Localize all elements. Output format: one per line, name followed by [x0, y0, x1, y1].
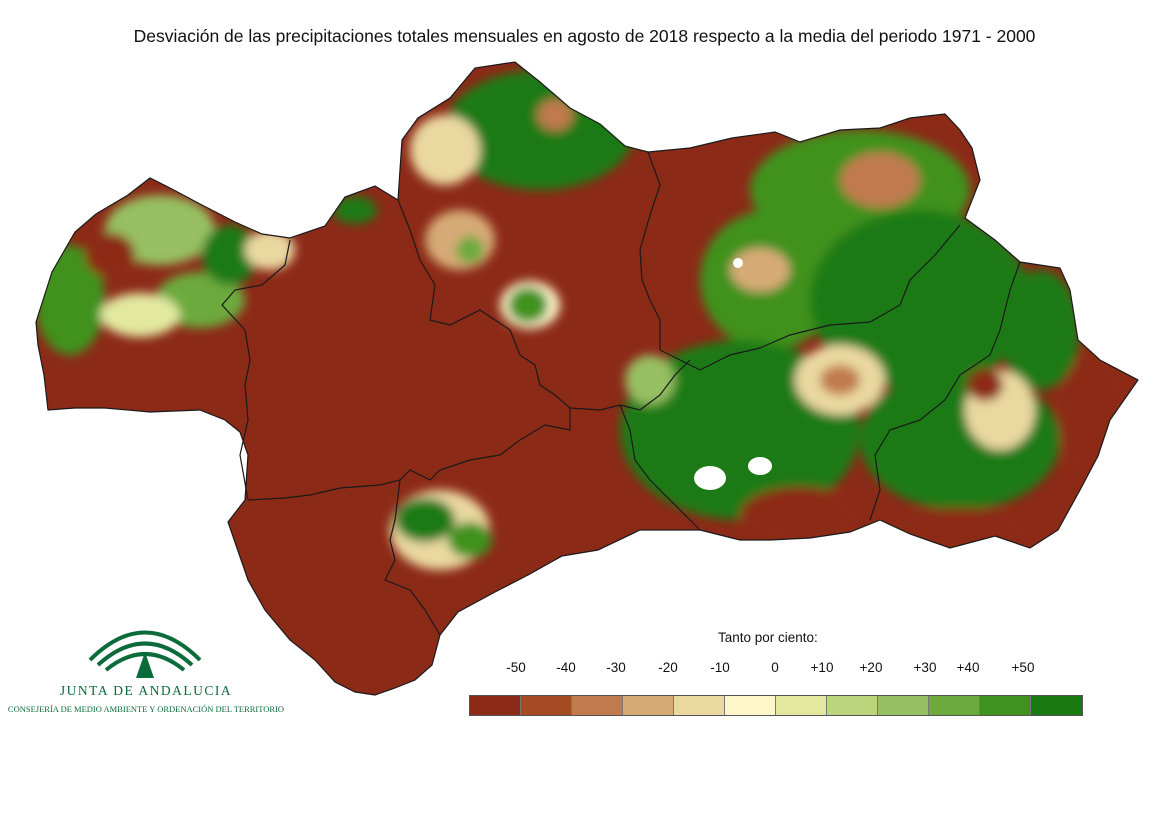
- legend-tick-label: +20: [859, 660, 883, 675]
- legend-tick-label: +50: [1011, 660, 1035, 675]
- province-borders: [35, 61, 1139, 696]
- legend-tick-label: -50: [506, 660, 526, 675]
- legend-tick-label: -20: [658, 660, 678, 675]
- legend-swatch: [776, 696, 827, 715]
- legend-tick-label: 0: [771, 660, 779, 675]
- legend-swatch: [623, 696, 674, 715]
- legend-tick-label: -10: [710, 660, 730, 675]
- legend-swatch: [1031, 696, 1082, 715]
- legend-swatch: [980, 696, 1031, 715]
- junta-de-andalucia-logo: [88, 630, 202, 678]
- legend-swatch: [929, 696, 980, 715]
- logo-name: JUNTA DE ANDALUCIA: [59, 683, 233, 698]
- legend-tick-label: +30: [913, 660, 937, 675]
- legend-color-bar: [469, 695, 1083, 716]
- legend-title: Tanto por ciento:: [718, 630, 818, 645]
- legend-swatch: [521, 696, 572, 715]
- map-title: Desviación de las precipitaciones totale…: [133, 26, 1036, 46]
- legend-tick-label: -40: [556, 660, 576, 675]
- legend-swatch: [470, 696, 521, 715]
- legend-swatch: [878, 696, 929, 715]
- legend-tick-label: +40: [956, 660, 980, 675]
- legend-swatch: [674, 696, 725, 715]
- legend-tick-label: +10: [810, 660, 834, 675]
- legend-swatch: [827, 696, 878, 715]
- legend-swatch: [572, 696, 623, 715]
- logo-subtitle: CONSEJERÍA DE MEDIO AMBIENTE Y ORDENACIÓ…: [7, 704, 285, 714]
- legend-tick-label: -30: [606, 660, 626, 675]
- legend-swatch: [725, 696, 776, 715]
